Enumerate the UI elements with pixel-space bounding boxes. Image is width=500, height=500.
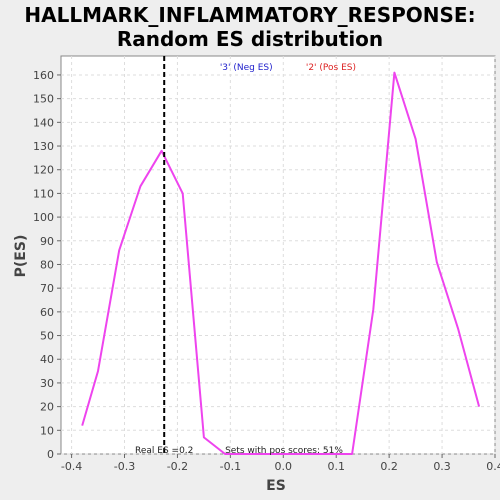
y-tick-label: 130 <box>33 140 54 153</box>
y-tick-label: 160 <box>33 69 54 82</box>
x-axis-label: ES <box>266 478 286 494</box>
y-tick-label: 70 <box>40 282 54 295</box>
y-tick-label: 0 <box>47 448 54 461</box>
es-distribution-line <box>81 71 481 455</box>
legend-entry: '3' (Neg ES) <box>220 63 273 73</box>
x-tick-label: 0.1 <box>327 460 345 473</box>
pos-scores-annotation: Sets with pos scores: 51% <box>225 446 343 456</box>
real-es-label: Real ES =0.2 <box>135 446 193 456</box>
y-tick-label: 140 <box>33 116 54 129</box>
y-tick-label: 10 <box>40 424 54 437</box>
y-tick-label: 110 <box>33 187 54 200</box>
y-tick-label: 20 <box>40 401 54 414</box>
series-lines <box>81 71 481 455</box>
x-tick-label: -0.1 <box>220 460 241 473</box>
chart-annotations: Real ES =0.2 Sets with pos scores: 51% '3'… <box>135 56 356 456</box>
plot-area <box>60 55 496 455</box>
y-tick-label: 40 <box>40 353 54 366</box>
y-tick-label: 50 <box>40 330 54 343</box>
x-tick-label: -0.2 <box>167 460 188 473</box>
y-tick-label: 100 <box>33 211 54 224</box>
y-tick-label: 150 <box>33 93 54 106</box>
x-tick-label: 0.0 <box>275 460 293 473</box>
x-tick-label: 0.4 <box>486 460 500 473</box>
x-tick-label: -0.3 <box>114 460 135 473</box>
y-tick-label: 80 <box>40 258 54 271</box>
legend-entry: '2' (Pos ES) <box>306 63 356 73</box>
y-tick-label: 60 <box>40 306 54 319</box>
y-tick-label: 30 <box>40 377 54 390</box>
chart-title-line-1: HALLMARK_INFLAMMATORY_RESPONSE: <box>24 3 475 27</box>
x-tick-label: 0.3 <box>433 460 451 473</box>
axis-ticks: -0.4 -0.3 -0.2 -0.1 0.0 0.1 0.2 0.3 0.4 0 10 20 30 40… <box>33 69 500 473</box>
y-tick-label: 120 <box>33 164 54 177</box>
chart-title-line-2: Random ES distribution <box>117 27 383 51</box>
y-axis-label: P(ES) <box>13 235 29 278</box>
y-tick-label: 90 <box>40 235 54 248</box>
x-tick-label: 0.2 <box>380 460 398 473</box>
x-tick-label: -0.4 <box>61 460 82 473</box>
